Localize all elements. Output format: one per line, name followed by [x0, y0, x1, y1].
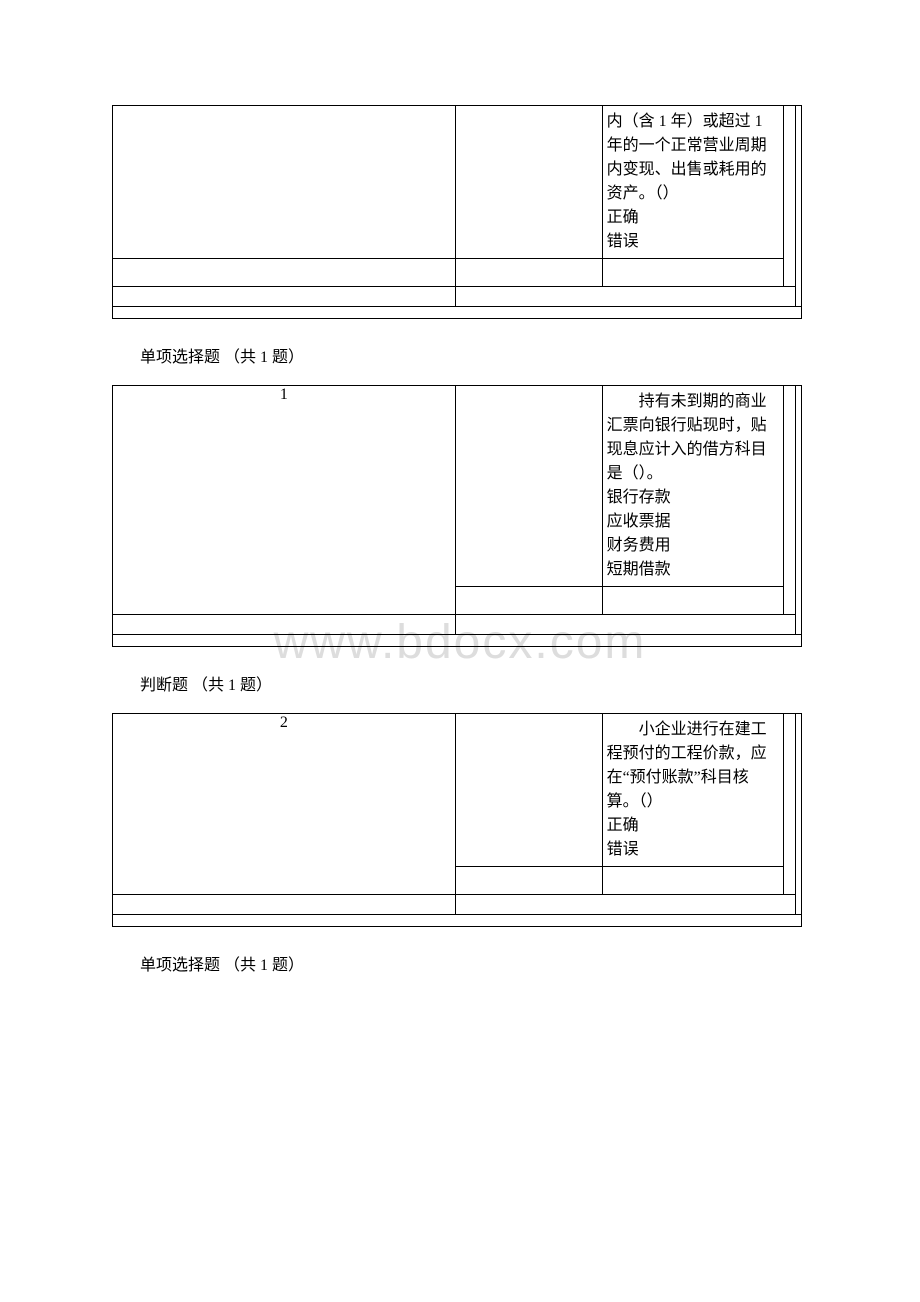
option-1: 错误 [607, 838, 780, 862]
question-number: 2 [280, 714, 288, 731]
empty-cell [113, 307, 802, 319]
empty-cell [455, 106, 602, 259]
empty-cell [602, 259, 784, 287]
question-content-cell: 内（含 1 年）或超过 1 年的一个正常营业周期内变现、出售或耗用的资产。（） … [602, 106, 784, 259]
empty-cell [602, 867, 784, 895]
question-text: 小企业进行在建工程预付的工程价款，应在“预付账款”科目核算。（） [607, 718, 780, 814]
empty-cell [455, 386, 602, 587]
empty-cell [784, 106, 796, 287]
empty-cell [113, 895, 456, 915]
empty-cell [455, 615, 795, 635]
empty-cell [113, 635, 802, 647]
empty-cell [784, 386, 796, 615]
question-content-cell: 小企业进行在建工程预付的工程价款，应在“预付账款”科目核算。（） 正确 错误 [602, 714, 784, 867]
empty-cell [113, 287, 456, 307]
empty-cell [796, 106, 802, 307]
empty-cell [113, 615, 456, 635]
empty-cell [455, 287, 795, 307]
question-text: 持有未到期的商业汇票向银行贴现时，贴现息应计入的借方科目是（）。 [607, 390, 780, 486]
document-content: 内（含 1 年）或超过 1 年的一个正常营业周期内变现、出售或耗用的资产。（） … [0, 105, 920, 975]
empty-cell [784, 714, 796, 895]
question-table-2: 2 小企业进行在建工程预付的工程价款，应在“预付账款”科目核算。（） 正确 错误 [112, 713, 802, 927]
empty-cell [455, 867, 602, 895]
question-number-cell: 2 [113, 714, 456, 895]
empty-cell [113, 259, 456, 287]
empty-cell [455, 714, 602, 867]
option-1: 错误 [607, 230, 780, 254]
empty-cell [796, 386, 802, 635]
option-0: 银行存款 [607, 486, 780, 510]
section-title-1: 单项选择题 （共 1 题） [140, 343, 920, 367]
section-title-3: 单项选择题 （共 1 题） [140, 951, 920, 975]
empty-cell [455, 895, 795, 915]
option-2: 财务费用 [607, 534, 780, 558]
section-title-2: 判断题 （共 1 题） [140, 671, 920, 695]
question-number-cell [113, 106, 456, 259]
question-text: 内（含 1 年）或超过 1 年的一个正常营业周期内变现、出售或耗用的资产。（） [607, 113, 767, 202]
empty-cell [602, 587, 784, 615]
empty-cell [796, 714, 802, 915]
question-number: 1 [280, 386, 288, 403]
question-content-cell: 持有未到期的商业汇票向银行贴现时，贴现息应计入的借方科目是（）。 银行存款 应收… [602, 386, 784, 587]
question-table-0: 内（含 1 年）或超过 1 年的一个正常营业周期内变现、出售或耗用的资产。（） … [112, 105, 802, 319]
empty-cell [113, 915, 802, 927]
empty-cell [455, 587, 602, 615]
question-number-cell: 1 [113, 386, 456, 615]
question-table-1: 1 持有未到期的商业汇票向银行贴现时，贴现息应计入的借方科目是（）。 银行存款 … [112, 385, 802, 647]
option-3: 短期借款 [607, 558, 780, 582]
option-0: 正确 [607, 814, 780, 838]
option-0: 正确 [607, 206, 780, 230]
option-1: 应收票据 [607, 510, 780, 534]
empty-cell [455, 259, 602, 287]
